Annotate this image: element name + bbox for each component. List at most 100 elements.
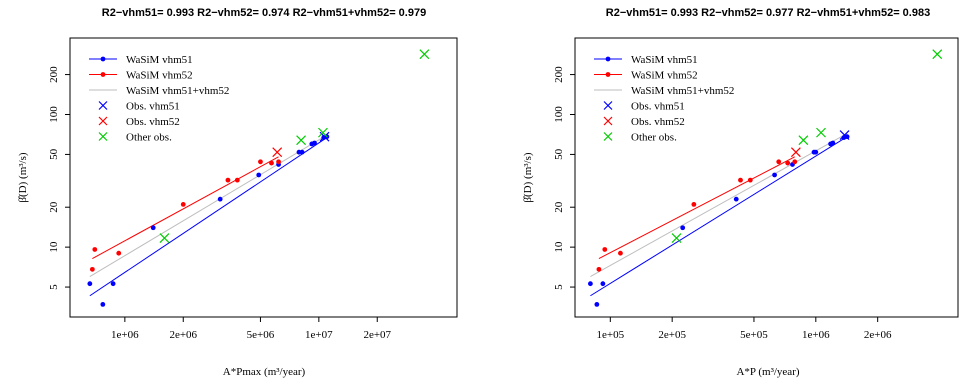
y-tick-label: 100 (553, 106, 565, 123)
legend-cross (603, 101, 613, 110)
data-point (100, 302, 106, 307)
plot-frame (69, 37, 458, 318)
y-tick-label: 200 (48, 66, 60, 83)
cross-marker (816, 127, 826, 138)
legend-label: Obs. vhm51 (631, 101, 685, 113)
data-point (269, 160, 274, 166)
legend-label: WaSiM vhm51 (126, 54, 193, 66)
data-point (680, 225, 686, 231)
y-tick-label: 20 (48, 201, 60, 213)
legend-label: Obs. vhm51 (126, 101, 180, 113)
series-line (89, 134, 328, 277)
series-line (598, 156, 796, 260)
data-point (116, 250, 122, 256)
data-point (792, 159, 798, 165)
y-tick-label: 50 (553, 148, 565, 160)
cross-marker (296, 135, 307, 146)
data-point (276, 159, 281, 165)
y-tick-label: 100 (48, 106, 60, 123)
x-tick-label: 2e+07 (363, 329, 391, 341)
data-point (92, 247, 98, 252)
cross-marker (272, 147, 283, 158)
data-point (747, 177, 753, 183)
series-line (89, 137, 328, 297)
data-point (87, 281, 93, 287)
data-point (150, 225, 156, 231)
data-point (312, 140, 317, 146)
legend-label: WaSiM vhm52 (126, 70, 193, 82)
data-point (180, 201, 186, 207)
legend-point (100, 72, 106, 77)
series-line (590, 132, 848, 277)
data-point (830, 140, 836, 146)
legend-point (605, 72, 611, 77)
legend-label: WaSiM vhm51+vhm52 (631, 85, 734, 97)
legend: WaSiM vhm51 WaSiM vhm52 WaSiM vhm51+vhm52 O… (594, 54, 734, 144)
legend-label: Other obs. (126, 132, 172, 144)
series-line (590, 136, 848, 297)
legend-label: Obs. vhm52 (631, 116, 685, 128)
x-tick-label: 5e+05 (740, 329, 768, 341)
y-tick-label: 10 (553, 241, 565, 253)
data-point (234, 177, 240, 183)
chart-title: R2−vhm51= 0.993 R2−vhm52= 0.974 R2−vhm51… (102, 7, 426, 19)
y-axis-label: β̂(D) (m³/s) (17, 152, 29, 202)
data-point (299, 149, 305, 155)
legend-label: Other obs. (631, 132, 677, 144)
data-point (813, 149, 819, 155)
data-point (256, 172, 262, 178)
cross-marker (419, 49, 430, 60)
x-tick-label: 2e+05 (658, 329, 686, 341)
chart-panel-1: R2−vhm51= 0.993 R2−vhm52= 0.974 R2−vhm51… (17, 7, 458, 378)
y-tick-label: 10 (48, 241, 60, 253)
cross-marker (790, 147, 801, 158)
x-tick-label: 1e+06 (111, 329, 139, 341)
y-tick-label: 20 (553, 201, 565, 213)
y-tick-label: 5 (48, 284, 60, 290)
data-point (588, 281, 593, 287)
data-point (225, 177, 231, 183)
x-tick-label: 1e+05 (597, 329, 625, 341)
data-point (691, 201, 697, 207)
legend-label: WaSiM vhm51+vhm52 (126, 85, 229, 97)
y-tick-label: 200 (553, 66, 565, 83)
legend-cross (98, 116, 108, 126)
data-point (776, 159, 782, 165)
data-point (618, 250, 623, 256)
x-tick-label: 2e+06 (169, 329, 197, 341)
x-tick-label: 1e+07 (305, 329, 333, 341)
legend-point (605, 56, 611, 62)
legend-label: WaSiM vhm51 (631, 54, 698, 66)
x-tick-label: 5e+06 (247, 329, 275, 341)
data-point (217, 196, 223, 202)
y-axis-label: β̂(D) (m³/s) (522, 152, 534, 202)
legend-point (100, 56, 106, 62)
data-point (738, 177, 743, 183)
cross-marker (318, 127, 328, 138)
data-point (596, 266, 602, 272)
data-point (600, 281, 606, 287)
chart-panel-2: R2−vhm51= 0.993 R2−vhm52= 0.977 R2−vhm51… (522, 7, 959, 378)
x-tick-label: 2e+06 (864, 329, 892, 341)
legend-cross (603, 132, 613, 141)
y-tick-label: 5 (553, 284, 565, 290)
data-point (844, 134, 850, 140)
data-point (733, 196, 739, 202)
data-point (89, 266, 95, 272)
legend-cross (98, 101, 108, 110)
cross-marker (159, 233, 170, 244)
plot-frame (574, 37, 959, 318)
x-tick-label: 1e+06 (802, 329, 830, 341)
data-point (602, 247, 608, 252)
y-tick-label: 50 (48, 148, 60, 160)
x-axis-label: A*Pmax (m³/year) (223, 366, 306, 378)
cross-marker (671, 233, 682, 244)
data-point (258, 159, 263, 165)
data-point (110, 281, 116, 287)
legend-cross (98, 132, 108, 141)
cross-marker (932, 49, 943, 60)
chart-title: R2−vhm51= 0.993 R2−vhm52= 0.977 R2−vhm51… (606, 7, 930, 19)
legend-label: WaSiM vhm52 (631, 70, 698, 82)
cross-marker (839, 130, 850, 140)
